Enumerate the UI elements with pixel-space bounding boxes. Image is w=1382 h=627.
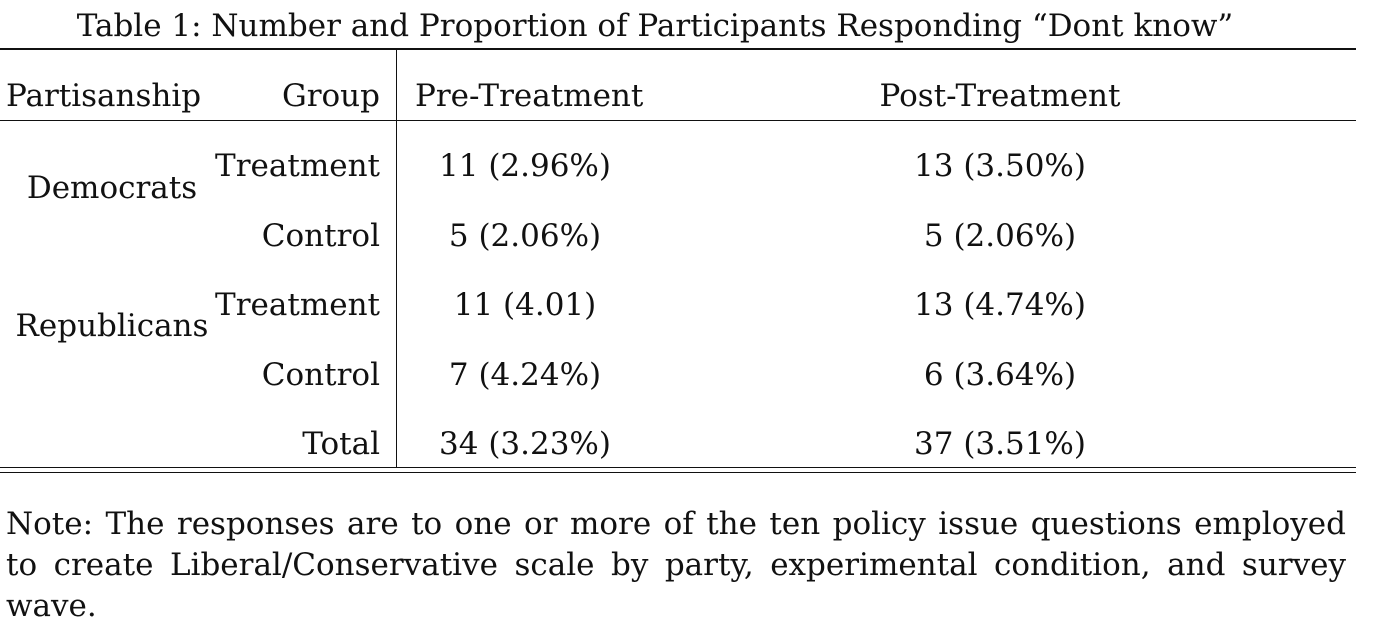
row-group: Control [261,218,380,254]
row-pre: 7 (4.24%) [448,357,602,393]
header-pre-treatment: Pre-Treatment [415,78,644,114]
top-rule [0,48,1356,50]
row-group: Treatment [215,148,380,184]
row-post: 6 (3.64%) [923,357,1077,393]
header-rule [0,120,1356,121]
bottom-rule-1 [0,467,1356,468]
party-democrats: Democrats [26,170,198,206]
row-group: Treatment [215,287,380,323]
row-total-pre: 34 (3.23%) [439,426,611,462]
header-partisanship: Partisanship [6,78,202,114]
table-caption: Table 1: Number and Proportion of Partic… [76,8,1234,44]
row-pre: 11 (2.96%) [439,148,611,184]
header-group: Group [281,78,380,114]
row-group: Control [261,357,380,393]
column-divider [396,50,397,468]
row-pre: 11 (4.01) [453,287,597,323]
party-republicans: Republicans [15,308,209,344]
row-pre: 5 (2.06%) [448,218,602,254]
row-total-label: Total [302,426,380,462]
bottom-rule-2 [0,472,1356,473]
row-post: 13 (4.74%) [914,287,1086,323]
row-post: 5 (2.06%) [923,218,1077,254]
table-note: Note: The responses are to one or more o… [6,506,1346,624]
row-total-post: 37 (3.51%) [914,426,1086,462]
header-post-treatment: Post-Treatment [879,78,1121,114]
row-post: 13 (3.50%) [914,148,1086,184]
